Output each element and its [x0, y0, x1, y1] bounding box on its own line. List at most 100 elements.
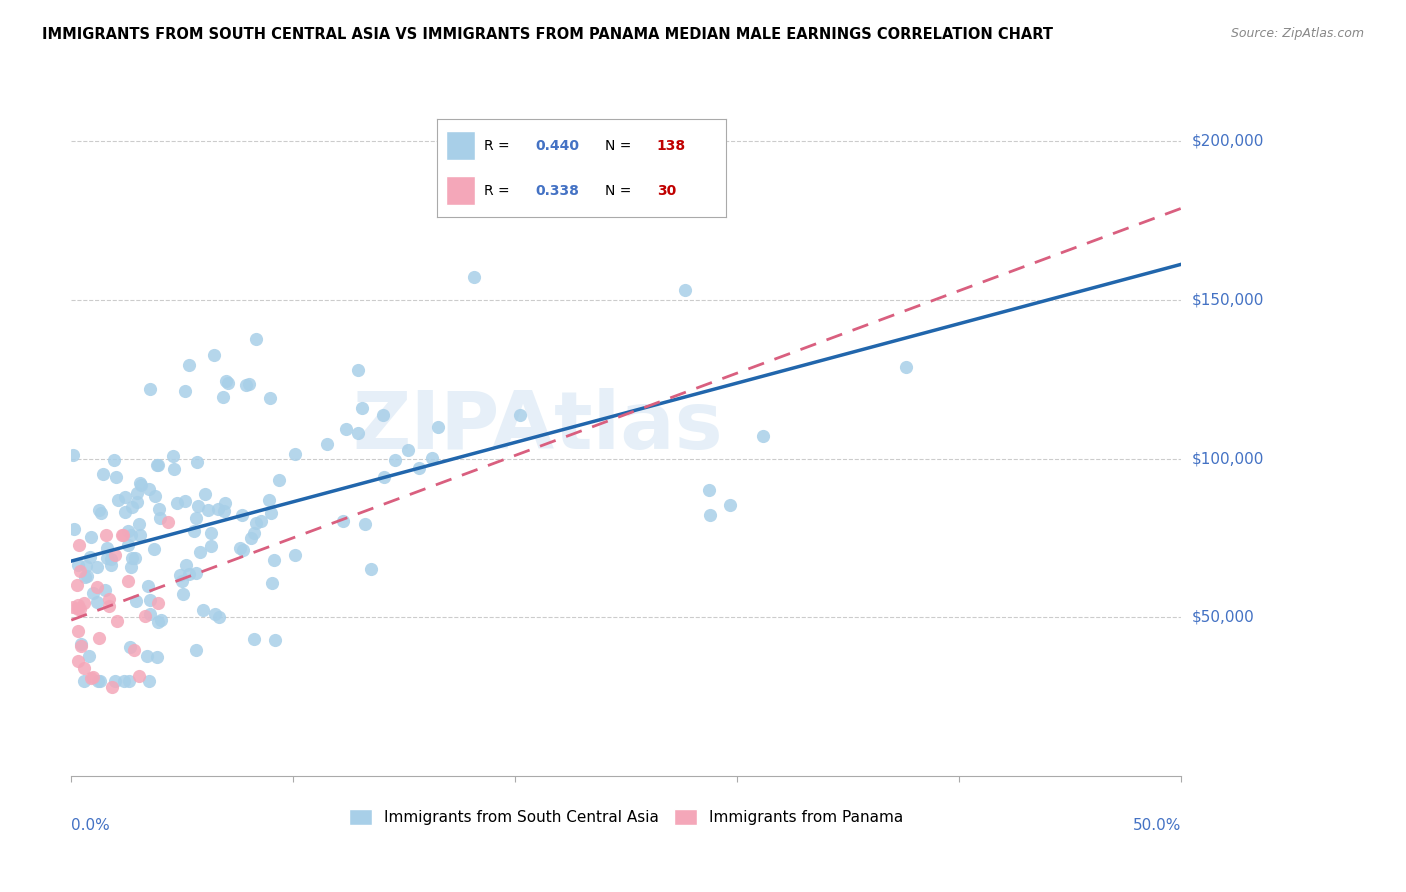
Point [718, 498, 741, 512]
Point [96, 541, 118, 555]
Point [263, 553, 285, 567]
Point [69, 565, 91, 579]
Point [260, 506, 283, 520]
Point [104, 673, 127, 688]
Point [91, 467, 114, 481]
Point [188, 545, 211, 559]
Point [673, 283, 696, 297]
Point [145, 458, 167, 472]
Point [352, 401, 374, 416]
Point [107, 493, 129, 508]
Point [163, 462, 186, 476]
Point [129, 528, 152, 542]
Point [420, 451, 443, 466]
Text: $100,000: $100,000 [1192, 451, 1264, 467]
Point [360, 562, 382, 576]
Point [508, 408, 530, 422]
Point [228, 541, 250, 556]
Point [120, 640, 142, 654]
Point [384, 453, 406, 467]
Point [117, 524, 139, 538]
Point [134, 609, 156, 624]
Point [73, 570, 96, 584]
Point [146, 615, 169, 629]
Point [117, 574, 139, 588]
Point [194, 487, 217, 501]
Point [212, 390, 235, 404]
Point [183, 524, 205, 539]
Point [125, 486, 148, 500]
Point [114, 505, 136, 519]
Point [250, 514, 273, 528]
Text: 0.0%: 0.0% [72, 818, 110, 833]
Point [146, 458, 169, 473]
Point [315, 437, 337, 451]
Point [373, 470, 395, 484]
Point [69, 636, 91, 650]
Point [73, 673, 96, 688]
Text: $50,000: $50,000 [1192, 610, 1254, 625]
Point [138, 673, 160, 688]
Point [67, 654, 90, 668]
Point [125, 594, 148, 608]
Point [200, 539, 222, 553]
Point [86, 595, 108, 609]
Point [67, 558, 90, 572]
Point [105, 614, 128, 628]
Point [260, 576, 283, 591]
Point [89, 673, 111, 688]
Point [332, 514, 354, 528]
Point [62, 448, 84, 462]
Text: $200,000: $200,000 [1192, 134, 1264, 148]
Point [149, 511, 172, 525]
Point [111, 528, 134, 542]
Point [94, 583, 117, 598]
Point [215, 375, 238, 389]
Point [335, 422, 357, 436]
Point [129, 478, 152, 492]
Point [243, 632, 266, 647]
Point [245, 516, 267, 530]
Point [174, 558, 197, 572]
Point [118, 673, 141, 688]
Point [264, 632, 287, 647]
Point [139, 607, 162, 622]
Point [169, 567, 191, 582]
Point [186, 454, 208, 468]
Point [699, 508, 721, 523]
Point [197, 502, 219, 516]
Point [80, 530, 103, 544]
Point [94, 528, 117, 542]
Point [121, 500, 143, 514]
Point [269, 473, 291, 487]
Point [67, 624, 90, 638]
Point [202, 348, 225, 362]
Point [174, 384, 197, 398]
Point [143, 542, 166, 557]
Point [69, 602, 91, 616]
Point [149, 613, 172, 627]
Text: $150,000: $150,000 [1192, 293, 1264, 307]
Point [243, 525, 266, 540]
Point [174, 494, 197, 508]
Point [112, 673, 135, 688]
Point [128, 516, 150, 531]
Point [121, 551, 143, 566]
Point [138, 482, 160, 496]
Point [67, 598, 90, 612]
Point [98, 591, 121, 606]
Point [128, 669, 150, 683]
Point [697, 483, 720, 497]
Point [139, 593, 162, 607]
Point [172, 574, 194, 589]
Point [259, 391, 281, 405]
Point [128, 476, 150, 491]
Point [752, 429, 775, 443]
Point [96, 551, 118, 566]
Point [257, 493, 280, 508]
Point [184, 511, 207, 525]
Point [187, 500, 209, 514]
Point [143, 489, 166, 503]
Point [87, 503, 110, 517]
Text: 50.0%: 50.0% [1133, 818, 1181, 833]
